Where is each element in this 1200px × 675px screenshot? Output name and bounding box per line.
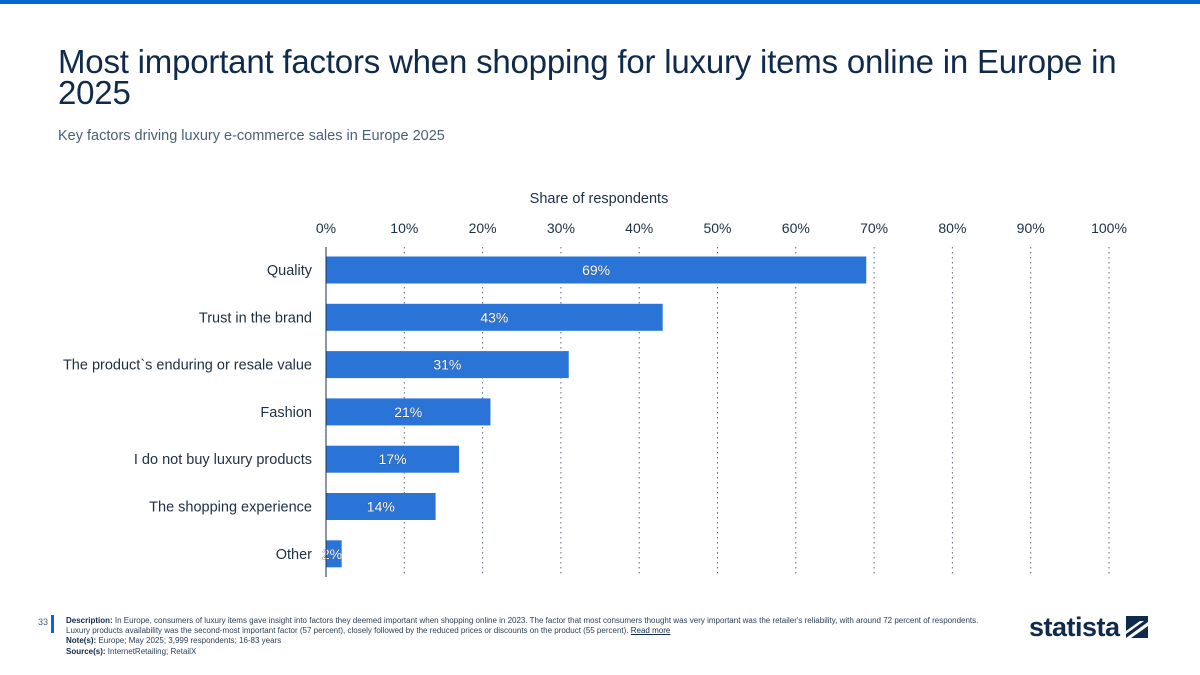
data-label: 2% [322, 546, 342, 562]
footer: 33 Description: In Europe, consumers of … [0, 612, 1200, 675]
bar [326, 303, 663, 331]
bar [326, 256, 867, 284]
category-label: Quality [267, 263, 313, 279]
notes: Note(s): Europe; May 2025; 3,999 respond… [66, 636, 996, 646]
bar [326, 398, 491, 426]
bar [326, 493, 436, 520]
notes-text: Europe; May 2025; 3,999 respondents; 16-… [98, 636, 282, 646]
statista-logo[interactable]: statista [1029, 612, 1148, 642]
category-label: Trust in the brand [199, 310, 312, 326]
sources: Source(s): InternetRetailing; RetailX [66, 647, 996, 657]
bar [326, 445, 460, 473]
category-label: I do not buy luxury products [134, 452, 312, 468]
data-label: 69% [582, 262, 610, 278]
bar [326, 540, 342, 568]
x-tick-label: 100% [1091, 220, 1127, 236]
sources-text: InternetRetailing; RetailX [107, 646, 197, 656]
x-tick-label: 80% [938, 220, 966, 236]
category-label: The product`s enduring or resale value [63, 358, 312, 374]
top-accent-bar [0, 0, 1200, 4]
description-text: In Europe, consumers of luxury items gav… [66, 616, 979, 636]
data-label: 14% [367, 499, 395, 515]
x-tick-label: 20% [469, 220, 497, 236]
data-label: 17% [379, 451, 407, 467]
page-subtitle: Key factors driving luxury e-commerce sa… [58, 128, 445, 144]
statista-logo-icon [1125, 616, 1148, 638]
sources-label: Source(s): [66, 646, 106, 656]
x-tick-label: 10% [390, 220, 418, 236]
data-label: 21% [394, 404, 422, 420]
description-label: Description: [66, 616, 113, 625]
category-label: The shopping experience [149, 500, 312, 516]
page-divider [51, 615, 54, 633]
bar [326, 351, 569, 379]
category-label: Fashion [260, 405, 312, 421]
x-tick-label: 50% [703, 220, 731, 236]
data-label: 43% [480, 309, 508, 325]
x-tick-label: 70% [860, 220, 888, 236]
logo-wordmark: statista [1029, 611, 1120, 642]
footnotes: Description: In Europe, consumers of lux… [66, 616, 996, 657]
x-tick-label: 30% [547, 220, 575, 236]
category-label: Other [276, 547, 312, 563]
page-title: Most important factors when shopping for… [58, 43, 1117, 111]
x-tick-label: 40% [625, 220, 653, 236]
data-label: 31% [433, 357, 461, 373]
x-tick-label: 0% [316, 220, 336, 236]
notes-label: Note(s): [66, 636, 97, 646]
bar-chart: Share of respondents 0% 10% 20% 30% 40% 50% 60%… [63, 191, 1127, 577]
read-more-link[interactable]: Read more [630, 626, 671, 636]
x-tick-label: 60% [782, 220, 810, 236]
page-number: 33 [38, 617, 49, 627]
x-tick-label: 90% [1017, 220, 1045, 236]
description: Description: In Europe, consumers of lux… [66, 616, 996, 636]
x-axis-title: Share of respondents [530, 191, 669, 207]
